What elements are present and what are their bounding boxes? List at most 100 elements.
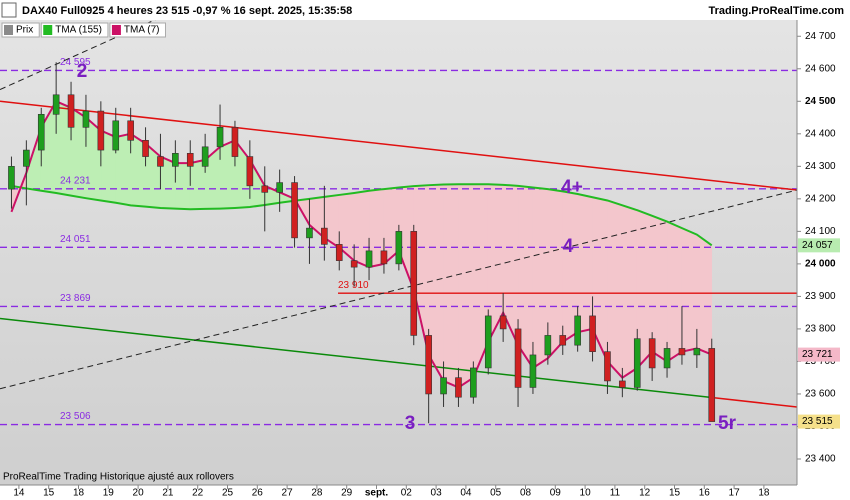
candle-body: [67, 94, 75, 128]
legend-item[interactable]: [40, 22, 109, 38]
candle-body: [455, 377, 462, 398]
candle-body: [157, 156, 164, 167]
x-tick-label: 09: [550, 488, 562, 499]
candle-body: [470, 367, 477, 398]
candle-body: [663, 348, 671, 369]
level-label: 23 869: [60, 293, 91, 304]
candle-body: [261, 185, 269, 193]
legend: Prix TMA (155) TMA (7): [1, 22, 166, 38]
x-tick-label: 22: [192, 488, 204, 499]
footer: ProRealTime Trading Historique ajusté au…: [3, 472, 234, 483]
y-tick-label: 23 900: [805, 291, 836, 302]
y-tick-label: 23 600: [805, 389, 836, 400]
legend-label: TMA (155): [55, 25, 102, 36]
candle-body: [514, 328, 522, 388]
candle-body: [52, 94, 60, 115]
candle-body: [440, 377, 447, 395]
y-tick-label: 24 600: [805, 63, 836, 74]
y-tick-label: 24 500: [805, 96, 836, 107]
candle-body: [574, 315, 581, 346]
x-tick-label: 12: [639, 488, 651, 499]
x-tick-label: 15: [669, 488, 681, 499]
ma-fill: [189, 159, 206, 210]
candle-body: [678, 348, 686, 356]
ma-fill: [443, 183, 459, 388]
candle-body: [350, 260, 358, 268]
candle-body: [425, 335, 432, 395]
candle-body: [559, 335, 567, 346]
brand: Trading.ProRealTime.com: [708, 5, 844, 17]
x-tick-label: 03: [431, 488, 443, 499]
legend-label: TMA (7): [124, 25, 160, 36]
candle-body: [380, 250, 388, 265]
candle-body: [648, 338, 656, 369]
candle-body: [335, 244, 343, 261]
y-tick-label: 23 400: [805, 454, 836, 465]
x-tick-label: 18: [758, 488, 770, 499]
candle-body: [23, 149, 30, 167]
candle-body: [186, 153, 194, 167]
candle-body: [306, 227, 313, 239]
candle-body: [619, 380, 626, 388]
candle-body: [112, 120, 120, 151]
candle-body: [693, 348, 701, 356]
trendline: [711, 396, 797, 408]
candle-body: [604, 351, 611, 382]
candle-body: [276, 182, 283, 193]
candle-body: [484, 315, 492, 369]
x-tick-label: 16: [699, 488, 711, 499]
candle-body: [365, 250, 373, 268]
trendline: [0, 189, 797, 390]
menu-icon[interactable]: [1, 2, 17, 18]
x-tick-label: 27: [282, 488, 294, 499]
x-tick-label: 29: [341, 488, 353, 499]
legend-item[interactable]: [109, 22, 166, 38]
candle-body: [499, 315, 507, 330]
y-tick-label: 24 700: [805, 31, 836, 42]
x-tick-label: 05: [490, 488, 502, 499]
candle-body: [37, 114, 45, 151]
ma-fill: [607, 200, 623, 379]
x-tick-label: 28: [311, 488, 323, 499]
y-tick-label: 24 000: [805, 259, 836, 270]
header-title: DAX40 Full0925 4 heures 23 515 -0,97 % 1…: [22, 5, 352, 17]
candle-body: [201, 146, 209, 167]
x-tick-label: 10: [580, 488, 592, 499]
candle-body: [395, 231, 403, 265]
x-tick-label: 08: [520, 488, 532, 499]
legend-label: Prix: [16, 25, 33, 36]
wave-label: 4+: [561, 177, 583, 198]
x-tick-label: 18: [73, 488, 85, 499]
candle-body: [246, 156, 254, 187]
candle-body: [142, 140, 149, 157]
x-tick-label: 15: [43, 488, 55, 499]
ma-fill: [547, 188, 564, 359]
value-box: [798, 414, 840, 429]
ma-fill: [577, 193, 593, 333]
x-tick-label: 02: [401, 488, 413, 499]
trendline: [0, 100, 797, 191]
candle-body: [82, 110, 90, 128]
candle-body: [708, 348, 716, 422]
legend-swatch: [43, 25, 53, 35]
candle-body: [529, 354, 537, 388]
y-tick-label: 24 200: [805, 193, 836, 204]
x-tick-label: sept.: [365, 488, 389, 499]
x-tick-label: 21: [162, 488, 174, 499]
wave-label: 4: [563, 236, 574, 257]
candle-body: [172, 153, 179, 167]
wave-label: 5r: [718, 413, 737, 434]
level-label: 24 051: [60, 234, 91, 245]
candle-body: [127, 120, 134, 141]
level-label: 23 910: [338, 280, 369, 291]
candle-body: [589, 315, 596, 352]
candle-body: [8, 166, 15, 190]
value-box-label: 23 721: [802, 349, 833, 360]
candle-body: [410, 231, 418, 336]
wave-label: 2: [77, 61, 88, 82]
y-tick-label: 24 300: [805, 161, 836, 172]
value-box: [798, 238, 840, 253]
x-tick-label: 26: [252, 488, 264, 499]
x-tick-label: 25: [222, 488, 234, 499]
